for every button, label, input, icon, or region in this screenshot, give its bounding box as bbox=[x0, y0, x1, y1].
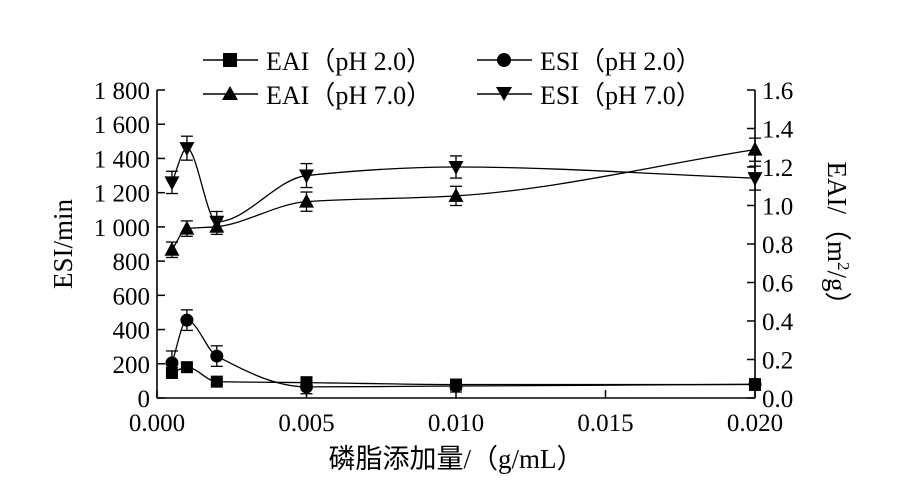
left-y-tick-label: 1 400 bbox=[94, 146, 150, 173]
data-point bbox=[449, 379, 463, 393]
x-tick-label: 0.020 bbox=[727, 410, 783, 437]
legend-item-esi-ph2: ESI（pH 2.0） bbox=[477, 47, 702, 76]
legend-label-eai-ph7: EAI（pH 7.0） bbox=[266, 81, 432, 110]
x-tick-label: 0.010 bbox=[428, 410, 484, 437]
left-y-tick-label: 400 bbox=[113, 318, 151, 345]
legend-label-esi-ph7: ESI（pH 7.0） bbox=[540, 81, 702, 110]
data-point bbox=[164, 176, 180, 191]
right-y-tick-label: 0.4 bbox=[762, 309, 794, 336]
series-2 bbox=[164, 137, 763, 259]
right-y-tick-label: 0.8 bbox=[762, 232, 793, 259]
data-point bbox=[180, 313, 194, 327]
right-y-tick-label: 0.2 bbox=[762, 348, 793, 375]
right-y-tick-label: 1.6 bbox=[762, 78, 793, 105]
left-y-tick-label: 600 bbox=[113, 283, 151, 310]
legend-item-eai-ph2: EAI（pH 2.0） bbox=[203, 47, 432, 76]
data-point bbox=[164, 241, 180, 256]
series-line bbox=[171, 149, 756, 251]
left-y-axis-title: ESI/min bbox=[48, 199, 78, 290]
data-point bbox=[179, 142, 195, 157]
series-line bbox=[171, 366, 756, 386]
legend-triangle-up-marker bbox=[222, 86, 238, 100]
left-y-tick-label: 1 800 bbox=[94, 78, 150, 105]
legend: EAI（pH 2.0） ESI（pH 2.0） EAI（pH 7.0） ESI（… bbox=[203, 47, 702, 110]
data-point bbox=[180, 361, 193, 374]
x-tick-label: 0.000 bbox=[129, 410, 185, 437]
left-y-tick-label: 0 bbox=[138, 386, 151, 413]
series-line bbox=[171, 147, 756, 223]
data-point bbox=[448, 161, 464, 175]
data-point bbox=[165, 356, 179, 370]
data-point bbox=[747, 141, 763, 156]
x-axis-title: 磷脂添加量/（g/mL） bbox=[329, 444, 584, 474]
data-point bbox=[748, 377, 762, 391]
data-point bbox=[210, 375, 223, 388]
data-point bbox=[747, 172, 763, 187]
data-point bbox=[448, 187, 464, 202]
data-point bbox=[300, 380, 313, 394]
left-y-tick-label: 1 200 bbox=[94, 181, 150, 208]
x-tick-label: 0.015 bbox=[577, 410, 633, 437]
series-1 bbox=[165, 309, 762, 395]
x-tick-label: 0.005 bbox=[278, 410, 334, 437]
data-point bbox=[299, 193, 314, 208]
legend-triangle-down-marker bbox=[496, 87, 512, 101]
data-point bbox=[210, 349, 224, 363]
legend-circle-marker bbox=[497, 53, 511, 67]
legend-label-eai-ph2: EAI（pH 2.0） bbox=[266, 47, 432, 76]
series-line bbox=[171, 319, 756, 388]
series-layer bbox=[164, 135, 763, 395]
series-3 bbox=[164, 135, 763, 233]
axes bbox=[156, 90, 756, 399]
left-y-tick-label: 1 600 bbox=[94, 112, 150, 139]
legend-item-eai-ph7: EAI（pH 7.0） bbox=[203, 81, 432, 110]
tick-marks bbox=[156, 89, 756, 399]
data-point bbox=[179, 220, 195, 235]
legend-square-marker bbox=[223, 53, 237, 67]
right-y-axis-title: EAI/（m2/g） bbox=[822, 161, 853, 318]
data-point bbox=[209, 215, 225, 230]
left-y-tick-label: 1 000 bbox=[94, 215, 150, 242]
right-y-tick-label: 1.0 bbox=[762, 194, 793, 221]
legend-label-esi-ph2: ESI（pH 2.0） bbox=[540, 47, 702, 76]
legend-item-esi-ph7: ESI（pH 7.0） bbox=[477, 81, 702, 110]
right-y-tick-label: 0.6 bbox=[762, 271, 793, 298]
tick-labels: 0 200 400 600 800 1 000 1 200 1 400 1 600 1 800 0.… bbox=[94, 78, 794, 437]
right-y-tick-label: 1.4 bbox=[762, 117, 794, 144]
right-y-tick-label: 1.2 bbox=[762, 155, 793, 182]
left-y-tick-label: 800 bbox=[113, 249, 151, 276]
right-y-tick-label: 0.0 bbox=[762, 386, 793, 413]
data-point bbox=[299, 169, 314, 184]
left-y-tick-label: 200 bbox=[113, 352, 151, 379]
